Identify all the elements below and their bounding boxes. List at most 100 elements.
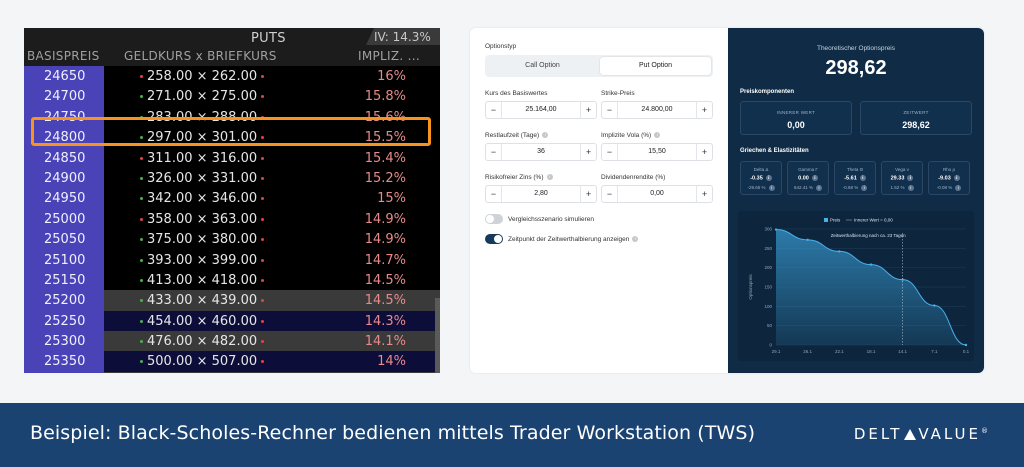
strike-input[interactable]: 24.800,00 xyxy=(641,106,673,113)
table-row[interactable]: 25050 375.00 × 380.00 14.9% xyxy=(24,229,440,250)
dividende-input[interactable]: 0,00 xyxy=(650,190,664,197)
strike-cell[interactable]: 25000 xyxy=(24,208,104,230)
vergleich-toggle[interactable] xyxy=(485,214,503,224)
quote-cell[interactable]: 500.00 × 507.00 xyxy=(136,354,268,369)
vola-input[interactable]: 15,50 xyxy=(648,148,666,155)
info-icon[interactable]: i xyxy=(953,175,960,181)
info-icon[interactable]: i xyxy=(632,236,639,243)
table-row[interactable]: 24700 271.00 × 275.00 15.8% xyxy=(24,86,440,107)
strike-cell[interactable]: 24800 xyxy=(24,127,104,148)
info-icon[interactable]: i xyxy=(546,174,553,181)
strike-minus-button[interactable]: − xyxy=(602,102,618,118)
info-icon[interactable]: i xyxy=(542,132,549,139)
restlaufzeit-plus-button[interactable]: + xyxy=(580,144,596,160)
quote-cell[interactable]: 311.00 × 316.00 xyxy=(136,151,268,166)
table-row[interactable]: 25300 476.00 × 482.00 14.1% xyxy=(24,331,440,352)
restlaufzeit-input[interactable]: 36 xyxy=(537,148,545,155)
iv-cell[interactable]: 15.4% xyxy=(364,150,406,166)
strike-cell[interactable]: 25250 xyxy=(24,310,104,332)
put-option-button[interactable]: Put Option xyxy=(600,57,711,75)
impliz-header[interactable]: IMPLIZ. ... xyxy=(358,49,420,63)
quote-cell[interactable]: 433.00 × 439.00 xyxy=(136,293,268,308)
quote-cell[interactable]: 258.00 × 262.00 xyxy=(136,69,268,84)
call-option-button[interactable]: Call Option xyxy=(525,62,560,69)
table-row[interactable]: 24900 326.00 × 331.00 15.2% xyxy=(24,167,440,189)
kurs-minus-button[interactable]: − xyxy=(486,102,502,118)
info-icon[interactable]: i xyxy=(654,132,661,139)
info-icon[interactable]: i xyxy=(765,175,772,181)
iv-cell[interactable]: 14.3% xyxy=(364,313,406,329)
scrollbar[interactable] xyxy=(435,298,440,373)
strike-cell[interactable]: 25350 xyxy=(24,351,104,372)
strike-cell[interactable]: 24700 xyxy=(24,86,104,107)
iv-cell[interactable]: 14.9% xyxy=(364,232,406,248)
quote-cell[interactable]: 393.00 × 399.00 xyxy=(136,253,268,268)
strike-cell[interactable]: 25150 xyxy=(24,269,104,291)
quote-cell[interactable]: 358.00 × 363.00 xyxy=(136,212,268,227)
table-row[interactable]: 25100 393.00 × 399.00 14.7% xyxy=(24,249,440,270)
quote-cell[interactable]: 375.00 × 380.00 xyxy=(136,232,268,247)
strike-cell[interactable]: 25400 xyxy=(24,371,104,373)
kurs-input[interactable]: 25.164,00 xyxy=(525,106,557,113)
info-icon[interactable]: i xyxy=(907,185,914,191)
quote-cell[interactable]: 454.00 × 460.00 xyxy=(136,314,268,329)
restlaufzeit-minus-button[interactable]: − xyxy=(486,144,502,160)
table-row[interactable]: 25000 358.00 × 363.00 14.9% xyxy=(24,208,440,230)
info-icon[interactable]: i xyxy=(859,175,866,181)
info-icon[interactable]: i xyxy=(768,185,775,191)
table-row[interactable]: 24950 342.00 × 346.00 15% xyxy=(24,188,440,209)
info-icon[interactable]: i xyxy=(816,185,822,191)
quote-cell[interactable]: 476.00 × 482.00 xyxy=(136,334,268,349)
info-icon[interactable]: i xyxy=(907,175,914,181)
dividende-minus-button[interactable]: − xyxy=(602,186,618,202)
iv-cell[interactable]: 15% xyxy=(377,191,406,207)
zeitwert-toggle[interactable] xyxy=(485,234,503,244)
quote-cell[interactable]: 271.00 × 275.00 xyxy=(136,89,268,104)
iv-cell[interactable]: 15.8% xyxy=(364,89,406,105)
strike-cell[interactable]: 24850 xyxy=(24,147,104,168)
table-row[interactable]: 24650 258.00 × 262.00 16% xyxy=(24,66,440,87)
basispreis-header[interactable]: BASISPREIS xyxy=(27,49,100,63)
info-icon[interactable]: i xyxy=(811,175,818,181)
strike-cell[interactable]: 24950 xyxy=(24,188,104,209)
quote-cell[interactable]: 413.00 × 418.00 xyxy=(136,273,268,288)
iv-cell[interactable]: 14.7% xyxy=(364,252,406,268)
geld-brief-header[interactable]: GELDKURS x BRIEFKURS xyxy=(124,49,277,63)
quote-cell[interactable]: 342.00 × 346.00 xyxy=(136,191,268,206)
zins-minus-button[interactable]: − xyxy=(486,186,502,202)
quote-cell[interactable]: 326.00 × 331.00 xyxy=(136,171,268,186)
greek-value: 0.00 xyxy=(798,175,809,182)
iv-cell[interactable]: 14.5% xyxy=(364,272,406,288)
iv-cell[interactable]: 16% xyxy=(377,69,406,84)
strike-cell[interactable]: 25300 xyxy=(24,331,104,352)
quote-cell[interactable]: 297.00 × 301.00 xyxy=(136,130,268,145)
iv-cell[interactable]: 14.1% xyxy=(364,334,406,350)
dividende-plus-button[interactable]: + xyxy=(696,186,712,202)
kurs-plus-button[interactable]: + xyxy=(580,102,596,118)
iv-cell[interactable]: 14.5% xyxy=(364,293,406,309)
iv-cell[interactable]: 14.9% xyxy=(364,211,406,227)
table-row[interactable]: 25350 500.00 × 507.00 14% xyxy=(24,351,440,372)
vola-plus-button[interactable]: + xyxy=(696,144,712,160)
zins-plus-button[interactable]: + xyxy=(580,186,596,202)
iv-cell[interactable]: 14% xyxy=(377,354,406,370)
table-row[interactable]: 24800 297.00 × 301.00 15.5% xyxy=(24,127,440,148)
strike-cell[interactable]: 25200 xyxy=(24,290,104,311)
info-icon[interactable]: i xyxy=(861,185,868,191)
table-row[interactable]: 24850 311.00 × 316.00 15.4% xyxy=(24,147,440,168)
strike-cell[interactable]: 25100 xyxy=(24,249,104,270)
strike-cell[interactable]: 24650 xyxy=(24,66,104,87)
iv-tab[interactable]: IV: 14.3% xyxy=(366,28,440,45)
table-row[interactable]: 25150 413.00 × 418.00 14.5% xyxy=(24,269,440,291)
info-icon[interactable]: i xyxy=(955,185,962,191)
strike-cell[interactable]: 24900 xyxy=(24,167,104,189)
table-row[interactable]: 25200 433.00 × 439.00 14.5% xyxy=(24,290,440,311)
table-row[interactable]: 25250 454.00 × 460.00 14.3% xyxy=(24,310,440,332)
vola-minus-button[interactable]: − xyxy=(602,144,618,160)
iv-cell[interactable]: 15.5% xyxy=(364,130,406,146)
strike-plus-button[interactable]: + xyxy=(696,102,712,118)
strike-cell[interactable]: 25050 xyxy=(24,229,104,250)
zins-input[interactable]: 2,80 xyxy=(534,190,548,197)
iv-cell[interactable]: 15.2% xyxy=(364,170,406,186)
